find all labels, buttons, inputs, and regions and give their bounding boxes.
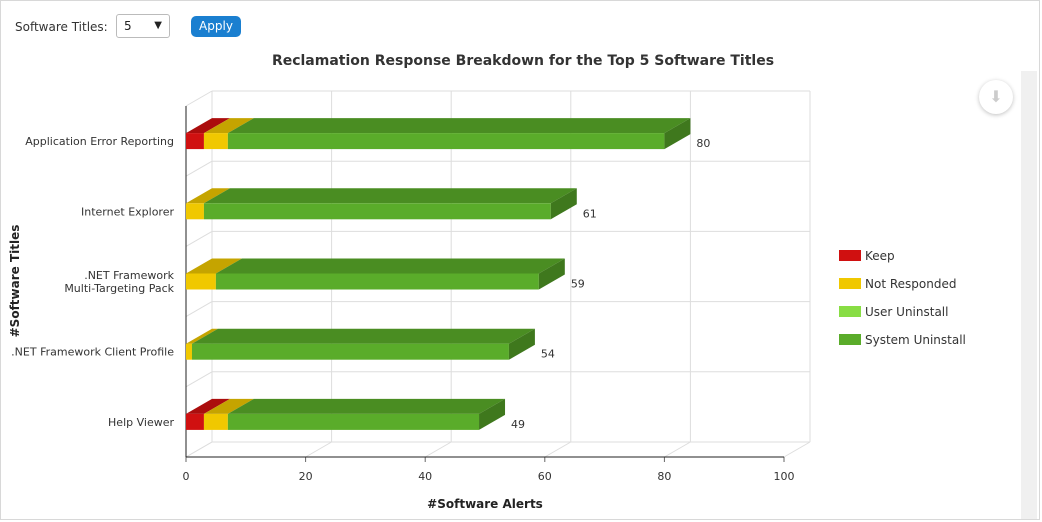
bar-top-system-uninstall: [227, 398, 506, 414]
bar-end-face: [508, 328, 535, 360]
side-line: [185, 90, 213, 107]
bar-top-not-responded: [203, 118, 254, 134]
y-tick-label: .NET Framework Client Profile: [11, 346, 174, 359]
bar-top-not-responded: [186, 188, 230, 204]
data-label: 54: [541, 348, 555, 361]
bar-not-responded: [186, 343, 192, 360]
side-line: [185, 230, 213, 247]
bar-not-responded: [186, 273, 216, 290]
chart-title: Reclamation Response Breakdown for the T…: [271, 53, 775, 69]
floor-line: [305, 441, 332, 458]
legend-item: Not Responded: [865, 277, 956, 291]
bar-top-keep: [186, 398, 230, 414]
legend-swatch: [839, 250, 861, 261]
side-line: [185, 301, 213, 318]
y-tick-label: Application Error Reporting: [25, 135, 174, 148]
download-icon[interactable]: ⬇: [979, 80, 1013, 114]
floor-line: [424, 441, 452, 458]
x-tick-label: 80: [657, 470, 671, 483]
legend-item: System Uninstall: [865, 333, 966, 347]
legend-swatch: [839, 306, 861, 317]
bar-system-uninstall: [215, 273, 539, 290]
bar-end-face: [550, 188, 577, 220]
floor-line: [544, 441, 572, 458]
bar-system-uninstall: [227, 133, 665, 150]
data-label: 80: [696, 137, 710, 150]
selected-value: 5: [124, 19, 132, 33]
bar-top-not-responded: [186, 258, 242, 274]
bar-not-responded: [203, 413, 228, 430]
bar-not-responded: [203, 133, 228, 150]
side-line: [185, 441, 213, 458]
software-titles-select[interactable]: 5 ▼: [116, 14, 170, 38]
bar-end-face: [664, 118, 691, 150]
x-tick-label: 0: [183, 470, 190, 483]
bar-top-system-uninstall: [215, 258, 565, 274]
bar-top-system-uninstall: [227, 118, 691, 134]
bar-system-uninstall: [191, 343, 509, 360]
legend-swatch: [839, 334, 861, 345]
legend-item: User Uninstall: [865, 305, 948, 319]
x-tick-label: 60: [538, 470, 552, 483]
bar-system-uninstall: [203, 203, 551, 220]
bar-keep: [186, 413, 204, 430]
x-tick-label: 20: [299, 470, 313, 483]
data-label: 49: [511, 418, 525, 431]
data-label: 61: [583, 207, 597, 220]
x-tick-label: 100: [774, 470, 795, 483]
legend-swatch: [839, 278, 861, 289]
bar-top-not-responded: [186, 328, 218, 344]
y-tick-label: Help Viewer: [108, 416, 174, 429]
y-tick-label: .NET Framework: [84, 269, 174, 282]
x-tick-label: 40: [418, 470, 432, 483]
bar-end-face: [479, 398, 506, 430]
software-titles-label: Software Titles:: [15, 20, 108, 34]
bar-top-system-uninstall: [203, 188, 577, 204]
side-line: [185, 160, 213, 177]
side-line: [185, 371, 213, 388]
bar-system-uninstall: [227, 413, 480, 430]
legend-item: Keep: [865, 249, 895, 263]
floor-line: [783, 441, 811, 458]
bar-top-keep: [186, 118, 230, 134]
bar-top-system-uninstall: [191, 328, 535, 344]
scrollbar[interactable]: [1021, 71, 1037, 519]
data-label: 59: [571, 278, 585, 291]
floor-line: [664, 441, 691, 458]
chevron-down-icon: ▼: [154, 20, 162, 31]
y-tick-label: Multi-Targeting Pack: [64, 282, 174, 295]
bar-top-not-responded: [203, 398, 254, 414]
apply-button[interactable]: Apply: [191, 16, 241, 37]
bar-not-responded: [186, 203, 204, 220]
y-tick-label: Internet Explorer: [81, 205, 174, 218]
y-axis-title: #Software Titles: [8, 225, 22, 338]
x-axis-title: #Software Alerts: [427, 497, 543, 511]
bar-keep: [186, 133, 204, 150]
bar-end-face: [538, 258, 565, 290]
